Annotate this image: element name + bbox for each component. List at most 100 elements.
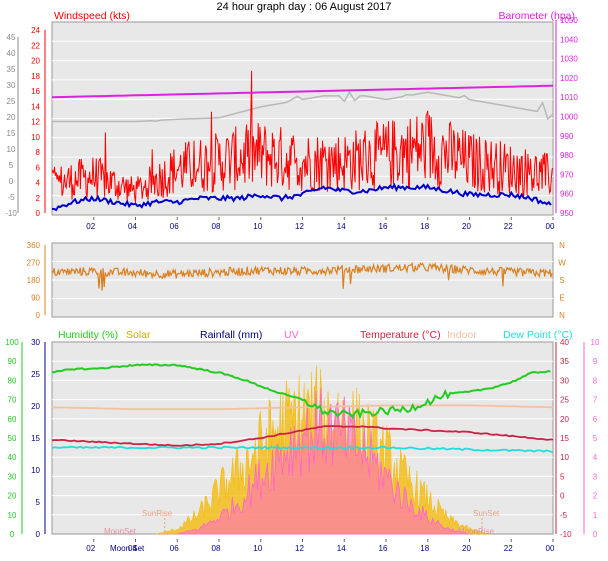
barometer-tick-label: 1000	[560, 113, 578, 122]
barometer-tick-label: 1020	[560, 74, 578, 83]
wind-time-tick-label: 04	[128, 222, 137, 231]
barometer-axis-label: Barometer (hpa)	[499, 10, 575, 22]
solar-tick-label: 0	[36, 530, 41, 539]
gust-series-line	[52, 90, 554, 123]
humidity-time-tick-label: 20	[462, 544, 471, 553]
uv-series-area	[177, 387, 470, 535]
humidity-time-tick-label: 10	[253, 544, 262, 553]
wind-time-tick-label: 02	[86, 222, 95, 231]
humidity-tick-label: 0	[10, 530, 15, 539]
solar-tick-label: 20	[31, 402, 40, 411]
uv-axis-label: UV	[284, 329, 299, 341]
indoor-series-line	[51, 404, 554, 411]
humidity-time-tick-label: 06	[170, 544, 179, 553]
direction-series-line	[51, 261, 553, 291]
uv-tick-label: 7	[593, 396, 598, 405]
uv-tick-label: 0	[593, 530, 598, 539]
humidity-time-tick-label: 16	[379, 544, 388, 553]
humidity-tick-label: 60	[8, 415, 17, 424]
windspeed-tick-label: 10	[31, 133, 40, 142]
barometer-tick-label: 1010	[560, 93, 578, 102]
barometer-tick-label: 1030	[560, 55, 578, 64]
wind-time-tick-label: 00	[546, 222, 555, 231]
direction-degree-tick-label: 360	[27, 241, 41, 250]
temperature-tick-label: 0	[560, 492, 565, 501]
solar-tick-label: 10	[31, 466, 40, 475]
humidity-time-tick-label: 22	[504, 544, 513, 553]
outer-left-tick-label: 35	[7, 65, 16, 74]
humidity-tick-label: 20	[8, 492, 17, 501]
uv-tick-label: 4	[593, 453, 598, 462]
humidity-time-tick-label: 12	[295, 544, 304, 553]
humidity-tick-label: 70	[8, 396, 17, 405]
windspeed-tick-label: 12	[31, 118, 40, 127]
windspeed-tick-label: 2	[36, 194, 41, 203]
wind-time-tick-label: 06	[170, 222, 179, 231]
solar-tick-label: 5	[36, 498, 41, 507]
humidity-tick-label: 30	[8, 472, 17, 481]
temperature-tick-label: 5	[560, 472, 565, 481]
temperature-tick-label: 30	[560, 376, 569, 385]
humidity-time-tick-label: 14	[337, 544, 346, 553]
humidity-axis-label: Humidity (%)	[58, 329, 118, 341]
wind-time-tick-label: 20	[462, 222, 471, 231]
uv-tick-label: 9	[593, 357, 598, 366]
solar-axis-label: Solar	[126, 329, 151, 341]
outer-left-tick-label: 5	[9, 161, 14, 170]
humidity-tick-label: 80	[8, 376, 17, 385]
temperature-axis-label: Temperature (°C)	[360, 329, 441, 341]
uv-tick-label: 3	[593, 472, 598, 481]
uv-tick-label: 1	[593, 511, 598, 520]
direction-degree-tick-label: 180	[27, 276, 41, 285]
temperature-tick-label: -5	[560, 511, 568, 520]
outer-left-tick-label: 20	[7, 113, 16, 122]
direction-degree-tick-label: 90	[31, 294, 40, 303]
direction-compass-tick-label: E	[559, 294, 564, 303]
temperature-tick-label: 10	[560, 453, 569, 462]
moonrise-label: MoonRise	[458, 527, 495, 536]
solar-tick-label: 25	[31, 370, 40, 379]
wind-time-tick-label: 10	[253, 222, 262, 231]
barometer-tick-label: 950	[560, 209, 574, 218]
windspeed-tick-label: 0	[36, 209, 41, 218]
wind-time-tick-label: 18	[420, 222, 429, 231]
outer-left-tick-label: -5	[7, 193, 15, 202]
sunset-label: SunSet	[473, 509, 500, 518]
barometer-tick-label: 960	[560, 190, 574, 199]
indoor-axis-label: Indoor	[447, 329, 477, 341]
uv-tick-label: 6	[593, 415, 598, 424]
barometer-tick-label: 1040	[560, 35, 578, 44]
wind-average-series-line	[51, 182, 552, 212]
humidity-time-tick-label: 08	[212, 544, 221, 553]
barometer-series-line	[51, 84, 554, 99]
wind-time-tick-label: 16	[379, 222, 388, 231]
temperature-tick-label: 20	[560, 415, 569, 424]
humidity-time-tick-label: 02	[86, 544, 95, 553]
dewpoint-series-line	[51, 445, 554, 454]
moon-axis-label: Moon Set	[110, 544, 145, 553]
windspeed-tick-label: 22	[31, 41, 40, 50]
outer-left-tick-label: -10	[5, 209, 17, 218]
outer-left-tick-label: 30	[7, 81, 16, 90]
moonset-label: MoonSet	[104, 527, 137, 536]
barometer-tick-label: 1050	[560, 16, 578, 25]
direction-degree-tick-label: 270	[27, 259, 41, 268]
direction-degree-tick-label: 0	[36, 311, 41, 320]
humidity-time-tick-label: 04	[128, 544, 137, 553]
humidity-time-tick-label: 18	[420, 544, 429, 553]
temperature-tick-label: 35	[560, 357, 569, 366]
outer-left-tick-label: 25	[7, 97, 16, 106]
humidity-tick-label: 50	[8, 434, 17, 443]
humidity-tick-label: 40	[8, 453, 17, 462]
solar-tick-label: 30	[31, 338, 40, 347]
outer-left-tick-label: 45	[7, 33, 16, 42]
uv-tick-label: 10	[591, 338, 600, 347]
humidity-series-line	[51, 363, 551, 420]
windspeed-tick-label: 16	[31, 87, 40, 96]
barometer-tick-label: 980	[560, 151, 574, 160]
uv-tick-label: 8	[593, 376, 598, 385]
windspeed-tick-label: 20	[31, 57, 40, 66]
solar-tick-label: 15	[31, 434, 40, 443]
outer-left-tick-label: 15	[7, 129, 16, 138]
